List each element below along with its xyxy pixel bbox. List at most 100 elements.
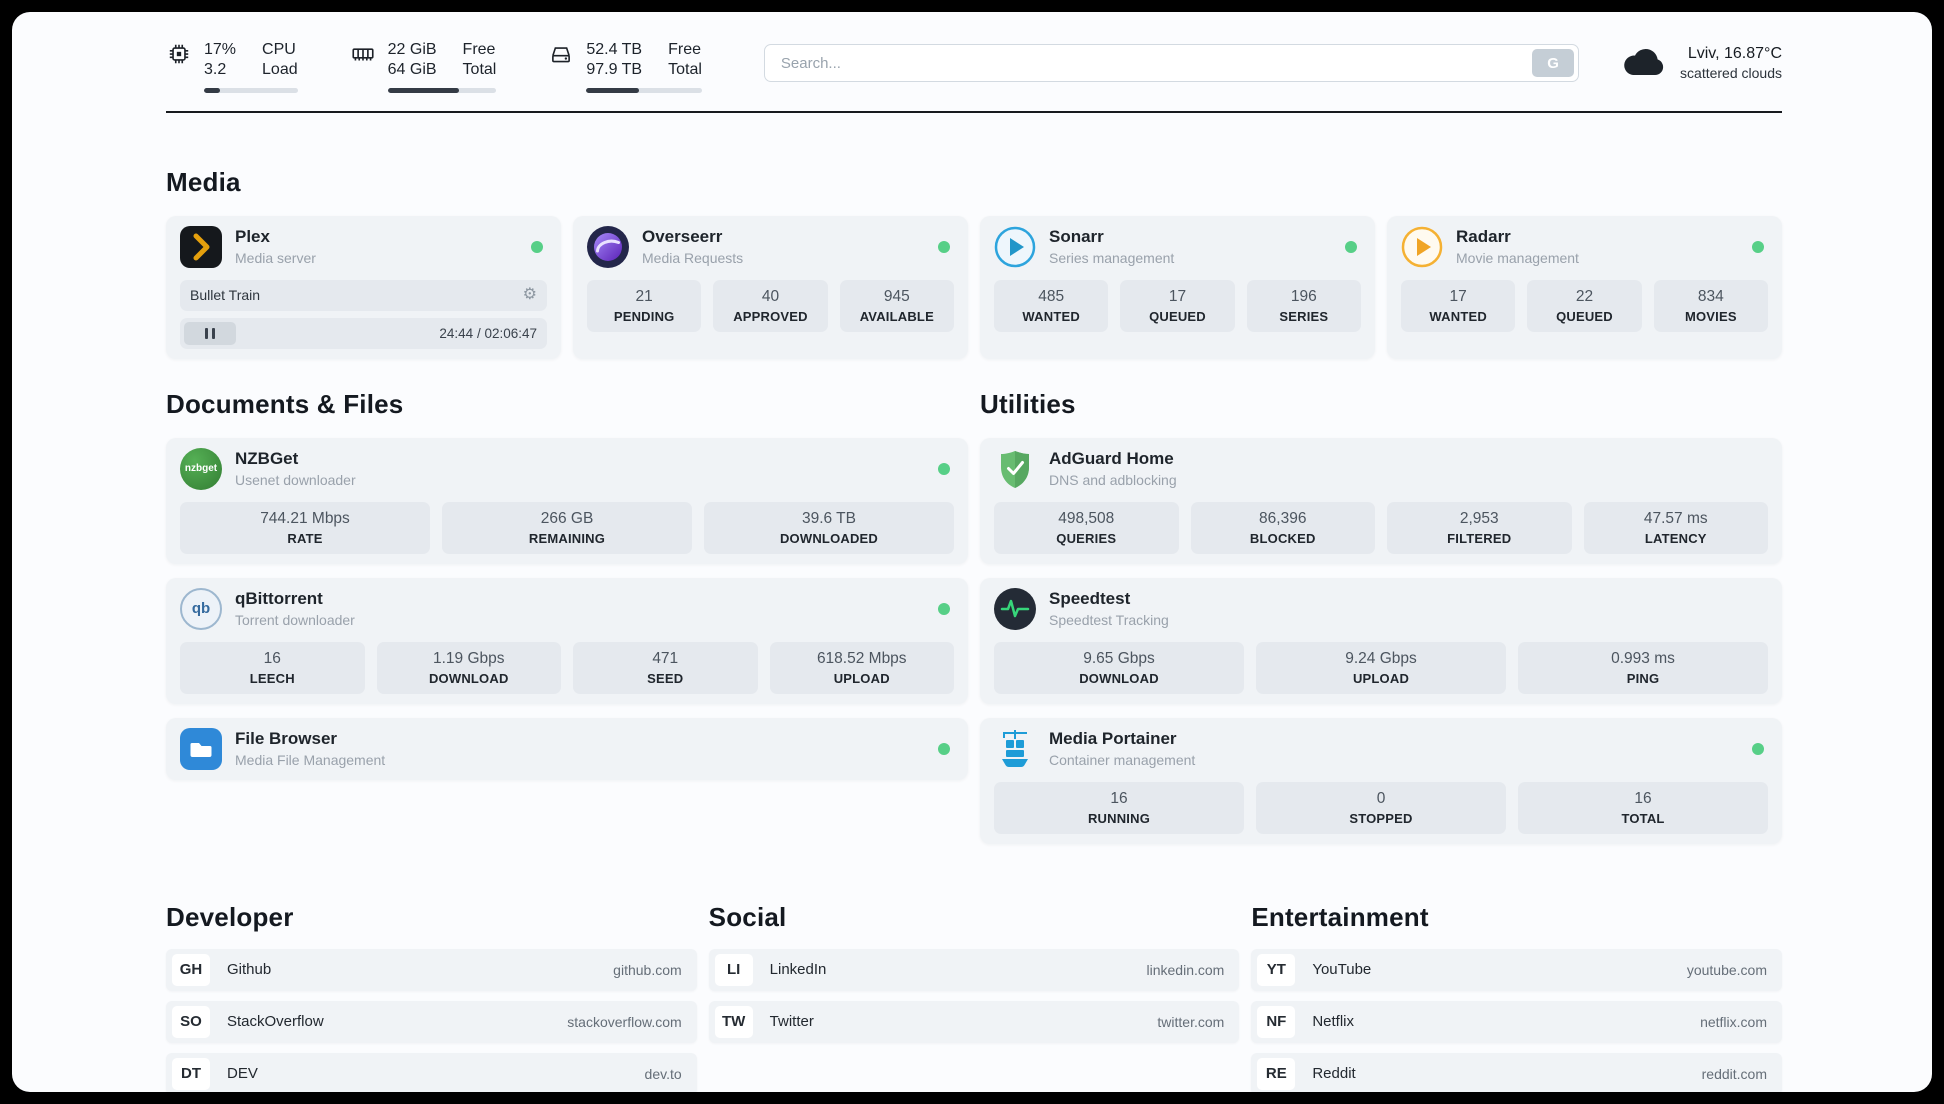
nzbget-icon: nzbget xyxy=(180,447,222,490)
cpu-progress-fill xyxy=(204,87,220,93)
section-title-social: Social xyxy=(708,901,787,932)
bookmark-url: twitter.com xyxy=(1157,1013,1225,1030)
bookmark-name: YouTube xyxy=(1312,961,1372,979)
app-name: Media Portainer xyxy=(1049,729,1177,749)
stat-leech: 16 LEECH xyxy=(180,641,365,694)
app-card-speedtest[interactable]: Speedtest Speedtest Tracking 9.65 Gbps D… xyxy=(980,577,1782,704)
app-card-qbittorrent[interactable]: qb qBittorrent Torrent downloader 16 LEE… xyxy=(166,577,968,704)
app-subtitle: Torrent downloader xyxy=(235,612,355,629)
section-title-entertainment: Entertainment xyxy=(1251,901,1429,932)
app-card-plex[interactable]: Plex Media server Bullet Train ⚙ 24:44 /… xyxy=(166,215,561,359)
bookmark-abbr: TW xyxy=(714,1005,753,1038)
sonarr-icon xyxy=(994,226,1036,268)
bookmark-netflix[interactable]: NF Netflix netflix.com xyxy=(1251,1000,1782,1043)
gear-icon[interactable]: ⚙ xyxy=(522,286,537,304)
stat-available: 945 AVAILABLE xyxy=(839,279,954,332)
app-name: qBittorrent xyxy=(235,589,323,609)
social-column: Social LI LinkedIn linkedin.com TW Twitt… xyxy=(708,858,1240,1053)
bookmark-name: Github xyxy=(227,961,272,979)
app-subtitle: Media server xyxy=(235,250,316,267)
stat-running: 16 RUNNING xyxy=(994,781,1244,834)
stat-download: 1.19 Gbps DOWNLOAD xyxy=(376,641,561,694)
section-title-documents: Documents & Files xyxy=(166,388,404,419)
search-bar: G xyxy=(763,44,1580,83)
stat-queued: 22 QUEUED xyxy=(1527,279,1642,332)
bookmark-url: dev.to xyxy=(644,1065,682,1082)
app-subtitle: Series management xyxy=(1049,250,1175,267)
bookmark-youtube[interactable]: YT YouTube youtube.com xyxy=(1251,948,1782,991)
app-card-filebrowser[interactable]: File Browser Media File Management xyxy=(166,717,968,780)
app-card-radarr[interactable]: Radarr Movie management 17 WANTED 22 QUE… xyxy=(1387,215,1782,359)
app-name: File Browser xyxy=(235,729,338,749)
bookmark-reddit[interactable]: RE Reddit reddit.com xyxy=(1251,1052,1782,1092)
app-card-sonarr[interactable]: Sonarr Series management 485 WANTED 17 Q… xyxy=(980,215,1375,359)
disk-progress-bar xyxy=(586,87,702,93)
stat-approved: 40 APPROVED xyxy=(713,279,828,332)
bookmark-dev[interactable]: DT DEV dev.to xyxy=(166,1052,697,1092)
app-subtitle: Movie management xyxy=(1456,250,1579,267)
bookmark-twitter[interactable]: TW Twitter twitter.com xyxy=(708,1000,1240,1043)
stat-downloaded: 39.6 TB DOWNLOADED xyxy=(704,501,954,554)
search-input[interactable] xyxy=(763,44,1580,83)
app-card-portainer[interactable]: Media Portainer Container management 16 … xyxy=(980,717,1782,844)
adguard-icon xyxy=(994,448,1036,490)
app-subtitle: Speedtest Tracking xyxy=(1049,612,1169,629)
bookmark-github[interactable]: GH Github github.com xyxy=(166,948,697,991)
stat-pending: 21 PENDING xyxy=(587,279,702,332)
documents-column: Documents & Files nzbget NZBGet Usenet d… xyxy=(166,359,968,794)
bookmark-name: Reddit xyxy=(1312,1065,1356,1083)
bookmark-name: Twitter xyxy=(769,1013,814,1031)
app-subtitle: Usenet downloader xyxy=(235,472,356,489)
dashboard-window: 17% 3.2 CPU Load xyxy=(12,12,1932,1092)
weather-widget: Lviv, 16.87°C scattered clouds xyxy=(1621,45,1782,81)
pause-button[interactable] xyxy=(184,321,236,345)
bookmark-name: LinkedIn xyxy=(769,961,827,979)
plex-icon xyxy=(180,225,222,268)
app-name: Plex xyxy=(235,227,270,247)
app-name: NZBGet xyxy=(235,449,299,469)
status-dot-online xyxy=(1345,240,1357,253)
stat-remaining: 266 GB REMAINING xyxy=(442,501,692,554)
bookmark-name: Netflix xyxy=(1312,1013,1355,1031)
bookmark-url: youtube.com xyxy=(1686,961,1767,978)
bookmark-abbr: DT xyxy=(172,1057,210,1090)
status-dot-online xyxy=(531,240,543,253)
ram-progress-bar xyxy=(387,87,497,93)
cpu-load-label: Load xyxy=(262,61,298,79)
disk-monitor: 52.4 TB 97.9 TB Free Total xyxy=(548,40,702,93)
app-subtitle: Container management xyxy=(1049,752,1196,769)
status-dot-online xyxy=(938,602,950,615)
bookmark-stackoverflow[interactable]: SO StackOverflow stackoverflow.com xyxy=(166,1000,697,1043)
app-card-adguard[interactable]: AdGuard Home DNS and adblocking 498,508 … xyxy=(980,437,1782,564)
stat-queued: 17 QUEUED xyxy=(1120,279,1235,332)
player-progress-row[interactable]: 24:44 / 02:06:47 xyxy=(180,317,547,349)
disk-progress-fill xyxy=(586,87,640,93)
header-divider xyxy=(166,110,1782,113)
app-card-overseerr[interactable]: Overseerr Media Requests 21 PENDING 40 A… xyxy=(573,215,968,359)
cpu-usage-value: 17% xyxy=(204,41,237,58)
status-dot-online xyxy=(938,462,950,475)
entertainment-column: Entertainment YT YouTube youtube.com NF … xyxy=(1251,858,1782,1092)
disk-total-label: Total xyxy=(668,61,702,79)
now-playing-row: Bullet Train ⚙ xyxy=(180,279,547,311)
media-grid: Plex Media server Bullet Train ⚙ 24:44 /… xyxy=(166,215,1782,359)
ram-monitor: 22 GiB 64 GiB Free Total xyxy=(350,40,497,93)
bookmark-name: DEV xyxy=(227,1065,258,1083)
ram-icon xyxy=(350,41,376,67)
qbittorrent-icon: qb xyxy=(180,587,222,630)
section-title-media: Media xyxy=(166,166,241,197)
ram-total-label: Total xyxy=(462,61,497,79)
bookmark-abbr: SO xyxy=(172,1005,210,1038)
bookmark-url: github.com xyxy=(613,961,682,978)
stat-filtered: 2,953 FILTERED xyxy=(1387,501,1572,554)
section-title-developer: Developer xyxy=(166,901,294,932)
app-subtitle: DNS and adblocking xyxy=(1049,472,1177,489)
bookmark-abbr: YT xyxy=(1257,953,1296,986)
now-playing-title: Bullet Train xyxy=(190,287,261,304)
app-card-nzbget[interactable]: nzbget NZBGet Usenet downloader 744.21 M… xyxy=(166,437,968,564)
bookmark-linkedin[interactable]: LI LinkedIn linkedin.com xyxy=(708,948,1240,991)
stat-wanted: 17 WANTED xyxy=(1401,279,1516,332)
cpu-label: CPU xyxy=(262,41,296,58)
search-engine-button[interactable]: G xyxy=(1532,49,1575,78)
weather-condition: scattered clouds xyxy=(1680,65,1782,82)
